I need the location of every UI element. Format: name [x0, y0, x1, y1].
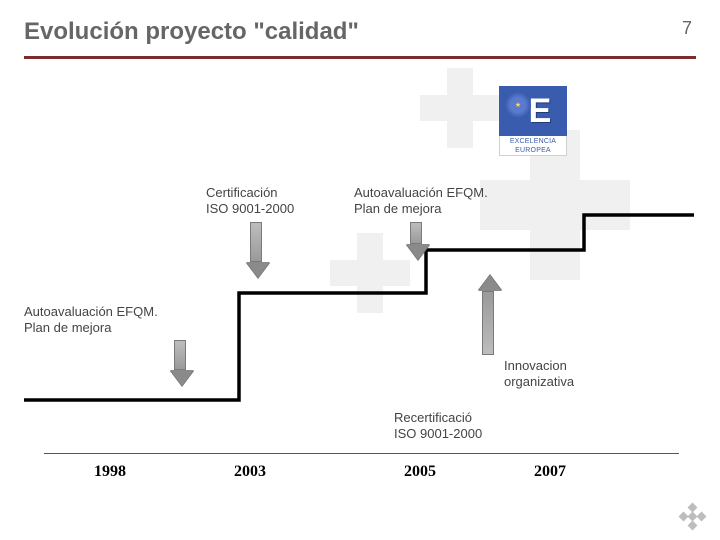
x-axis-line — [44, 453, 679, 454]
label-line: organizativa — [504, 374, 574, 390]
label-line: Autoavaluación EFQM. — [24, 304, 158, 320]
label-certification: Certificación ISO 9001-2000 — [206, 185, 294, 217]
label-line: Recertificació — [394, 410, 482, 426]
arrow-head — [246, 262, 270, 278]
x-axis-label: 2003 — [234, 463, 266, 481]
label-line: Autoavaluación EFQM. — [354, 185, 488, 201]
arrow-down-icon — [246, 222, 266, 278]
label-autoeval-1: Autoavaluación EFQM. Plan de mejora — [24, 304, 158, 336]
label-line: ISO 9001-2000 — [394, 426, 482, 442]
arrow-up-icon — [478, 275, 498, 355]
title-wrap: Evolución proyecto "calidad" — [24, 18, 696, 46]
x-axis-label: 2005 — [404, 463, 436, 481]
arrow-shaft — [410, 222, 422, 244]
diagram-stage: ★ E EXCELENCIA EUROPEA Certificación ISO… — [24, 70, 696, 510]
label-line: Plan de mejora — [354, 201, 488, 217]
corner-ornament-icon — [680, 504, 706, 530]
arrow-down-icon — [170, 340, 190, 386]
x-axis-label: 1998 — [94, 463, 126, 481]
arrow-head — [406, 244, 430, 260]
step-line-chart — [24, 70, 696, 510]
label-recertification: Recertificació ISO 9001-2000 — [394, 410, 482, 442]
x-axis-label: 2007 — [534, 463, 566, 481]
label-innovation: Innovacion organizativa — [504, 358, 574, 390]
arrow-shaft — [482, 291, 494, 355]
label-autoeval-2: Autoavaluación EFQM. Plan de mejora — [354, 185, 488, 217]
arrow-head — [170, 370, 194, 386]
slide: Evolución proyecto "calidad" 7 ★ E EXCEL… — [0, 0, 720, 540]
arrow-shaft — [250, 222, 262, 262]
label-line: Plan de mejora — [24, 320, 158, 336]
slide-title: Evolución proyecto "calidad" — [24, 18, 696, 46]
arrow-head — [478, 275, 502, 291]
title-underline — [24, 56, 696, 59]
label-line: Certificación — [206, 185, 294, 201]
page-number: 7 — [682, 18, 692, 39]
label-line: Innovacion — [504, 358, 574, 374]
arrow-down-icon — [406, 222, 426, 260]
label-line: ISO 9001-2000 — [206, 201, 294, 217]
arrow-shaft — [174, 340, 186, 370]
